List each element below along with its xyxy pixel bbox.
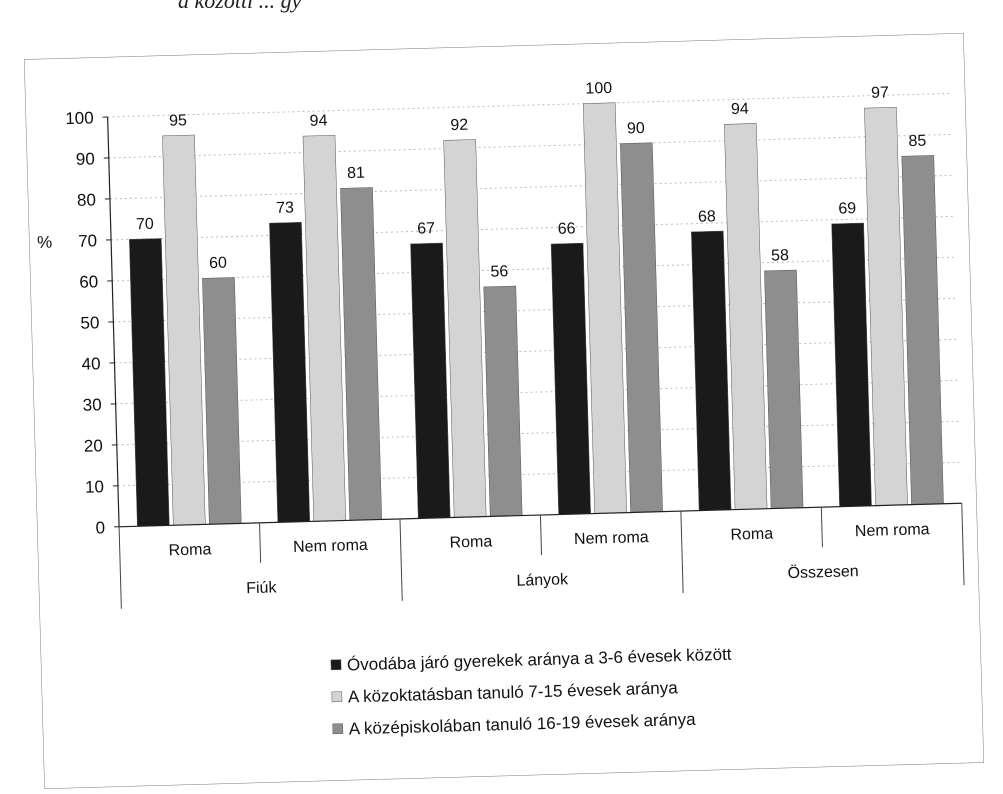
y-tick-label: 60 bbox=[79, 272, 98, 292]
x-tick-label: Nem roma bbox=[293, 537, 368, 556]
x-tick-label: Roma bbox=[168, 541, 211, 559]
bar-value-label: 67 bbox=[417, 220, 435, 237]
bar-value-label: 100 bbox=[585, 80, 612, 98]
bar bbox=[484, 286, 522, 516]
y-tick-label: 80 bbox=[77, 190, 96, 210]
x-group-label: Fiúk bbox=[246, 579, 278, 597]
chart-container: 70 95 60 73 94 81 67 92 56 66 100 90 68 94 58 69 97 85 0 1… bbox=[24, 33, 984, 789]
legend-swatch bbox=[332, 692, 342, 702]
x-tick-label: Roma bbox=[449, 533, 492, 551]
bar-value-label: 92 bbox=[450, 117, 468, 134]
y-tick-label: 0 bbox=[95, 518, 105, 537]
bar-value-label: 56 bbox=[490, 263, 508, 280]
bar-value-label: 81 bbox=[347, 165, 365, 182]
x-group-label: Összesen bbox=[787, 562, 859, 582]
y-tick-label: 90 bbox=[76, 149, 95, 169]
bar-value-label: 73 bbox=[276, 199, 294, 216]
x-tick-label: Nem roma bbox=[855, 521, 930, 540]
x-tick-label: Roma bbox=[730, 526, 773, 544]
bar bbox=[202, 277, 241, 524]
bar bbox=[764, 270, 803, 509]
y-tick-label: 10 bbox=[85, 477, 104, 497]
legend: Óvodába járó gyerekek aránya a 3-6 évese… bbox=[331, 645, 734, 739]
y-axis-label: % bbox=[37, 233, 53, 252]
bar-value-label: 95 bbox=[169, 112, 187, 129]
legend-swatch bbox=[333, 724, 343, 734]
bar-value-label: 97 bbox=[871, 84, 889, 101]
bar-value-label: 94 bbox=[309, 112, 327, 129]
bar-value-label: 94 bbox=[731, 101, 749, 118]
bar-value-label: 68 bbox=[698, 208, 716, 225]
bar-value-label: 85 bbox=[908, 133, 926, 150]
x-group-label: Lányok bbox=[516, 571, 569, 589]
y-tick-label: 20 bbox=[84, 436, 103, 456]
legend-swatch bbox=[331, 660, 341, 670]
bar-value-label: 90 bbox=[627, 120, 645, 137]
bar-value-label: 60 bbox=[209, 255, 227, 272]
y-tick-label: 30 bbox=[82, 395, 101, 415]
bar-chart: 70 95 60 73 94 81 67 92 56 66 100 90 68 94 58 69 97 85 0 1… bbox=[24, 33, 984, 789]
bar-value-label: 69 bbox=[838, 200, 856, 217]
x-tick-label: Nem roma bbox=[574, 529, 649, 548]
bar-value-label: 66 bbox=[558, 220, 576, 237]
bar-value-label: 70 bbox=[136, 216, 154, 233]
page-header-fragment: a közötti ... gy bbox=[178, 0, 301, 14]
y-tick-label: 70 bbox=[78, 231, 97, 251]
bar-value-label: 58 bbox=[771, 247, 789, 264]
y-tick-label: 50 bbox=[80, 313, 99, 333]
y-tick-label: 40 bbox=[81, 354, 100, 374]
y-tick-label: 100 bbox=[65, 108, 94, 128]
